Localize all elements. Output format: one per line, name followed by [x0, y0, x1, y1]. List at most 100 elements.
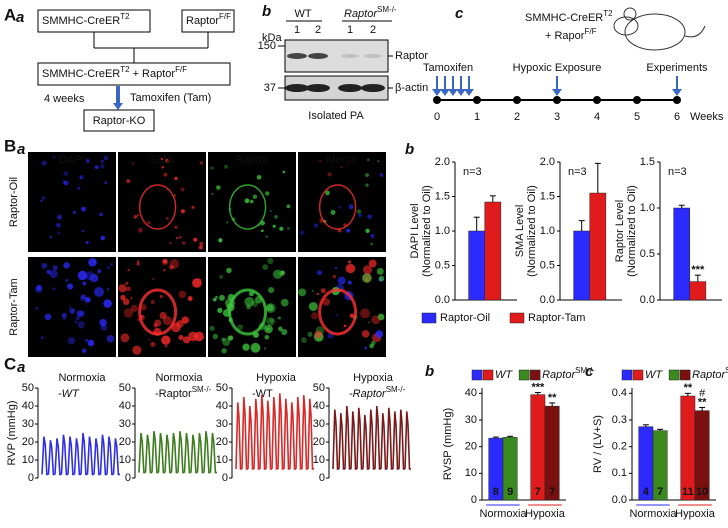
- text-part: -WT: [252, 388, 273, 400]
- n-label: 4: [643, 486, 650, 498]
- y-tick-label: 20: [465, 441, 477, 453]
- y-tick-label: 0: [125, 472, 131, 484]
- y-tick-label: 0.3: [612, 414, 627, 426]
- significance: **: [548, 392, 557, 404]
- stain: [79, 310, 86, 316]
- pressure-beat: [259, 395, 266, 470]
- stain: [99, 318, 107, 327]
- error-bar: [578, 220, 585, 231]
- stain: [308, 302, 318, 311]
- stain: [99, 212, 103, 217]
- pressure-beat: [99, 434, 107, 476]
- y-axis-label: RVSP (mmHg): [442, 408, 454, 480]
- pressure-beat: [295, 396, 302, 470]
- stain: [364, 346, 368, 350]
- significance: ***: [531, 381, 545, 393]
- stain: [84, 296, 91, 303]
- stain: [63, 171, 69, 177]
- mouse-tail: [684, 25, 706, 38]
- stain: [348, 204, 354, 210]
- error-bar: [507, 435, 514, 438]
- bar: [573, 230, 591, 301]
- stain: [120, 333, 130, 343]
- text-part: WT: [495, 369, 513, 381]
- stain: [99, 163, 105, 169]
- stain: [365, 183, 369, 187]
- legend-label: Raptor-Tam: [528, 312, 585, 324]
- stain: [35, 306, 39, 310]
- stain: [260, 229, 264, 233]
- micrograph: [118, 152, 206, 252]
- stain: [280, 298, 289, 307]
- n-label: n=3: [668, 166, 687, 178]
- stain: [76, 310, 84, 318]
- stain: [199, 161, 204, 165]
- group-label: WT: [294, 8, 311, 20]
- timeline-dot: [513, 96, 521, 104]
- stain: [69, 308, 76, 314]
- panel-label: B: [4, 136, 16, 155]
- stain: [125, 281, 129, 286]
- panel-sublabel: c: [455, 5, 464, 22]
- stain: [277, 316, 281, 320]
- y-tick-label: 0: [471, 494, 477, 506]
- stain: [263, 347, 267, 350]
- y-tick-label: 0.5: [435, 259, 450, 271]
- pressure-beat: [196, 432, 204, 474]
- stain: [269, 209, 272, 213]
- pressure-beat: [344, 405, 351, 470]
- text-part: WT: [645, 369, 663, 381]
- timeline-dot: [433, 96, 441, 104]
- stain: [88, 258, 97, 267]
- category-label: Normoxia: [629, 508, 677, 520]
- stain: [79, 295, 86, 301]
- stain: [287, 227, 290, 230]
- stain: [267, 257, 274, 265]
- stain: [269, 318, 274, 323]
- stain: [366, 158, 370, 162]
- stain: [330, 209, 336, 215]
- stain: [87, 339, 95, 347]
- stain: [67, 337, 76, 345]
- y-tick-label: 40: [119, 400, 131, 412]
- superscript: SM-/-: [725, 366, 728, 375]
- box: [83, 109, 155, 132]
- stain: [343, 324, 347, 328]
- stain: [337, 276, 346, 285]
- y-tick-label: 10: [313, 454, 325, 466]
- box-text: Raptor-KO: [93, 115, 146, 127]
- panel-sublabel: a: [17, 141, 25, 158]
- superscript: SM-/-: [192, 385, 212, 394]
- stain: [360, 308, 370, 319]
- stain: [348, 260, 352, 264]
- stain: [164, 158, 170, 163]
- error-bar: [642, 424, 649, 427]
- panel-label: A: [4, 5, 16, 24]
- stain: [77, 270, 88, 281]
- pressure-beat: [235, 402, 242, 470]
- unit-label: Weeks: [690, 111, 724, 123]
- arrow-head: [672, 89, 682, 96]
- stain: [252, 194, 258, 200]
- pressure-beat: [398, 409, 405, 470]
- pressure-beat: [374, 405, 381, 470]
- stain: [282, 170, 286, 174]
- y-tick-label: 30: [465, 414, 477, 426]
- bar: [484, 201, 502, 301]
- band: [341, 54, 359, 58]
- y-axis-label: (Normalized to Oil): [526, 185, 538, 277]
- pressure-beat: [86, 436, 94, 476]
- group-label: RaptorSM-/-: [344, 5, 397, 20]
- stain: [216, 185, 221, 190]
- stain: [118, 284, 127, 293]
- stain: [163, 172, 168, 177]
- stain: [160, 157, 164, 161]
- legend-swatch: [668, 369, 680, 381]
- pressure-beat: [60, 434, 68, 476]
- stain: [136, 260, 140, 263]
- text-part: -Raptor: [155, 388, 192, 400]
- stain: [178, 235, 182, 239]
- stain: [61, 312, 67, 319]
- stain: [152, 277, 155, 281]
- arrow-head: [448, 89, 458, 96]
